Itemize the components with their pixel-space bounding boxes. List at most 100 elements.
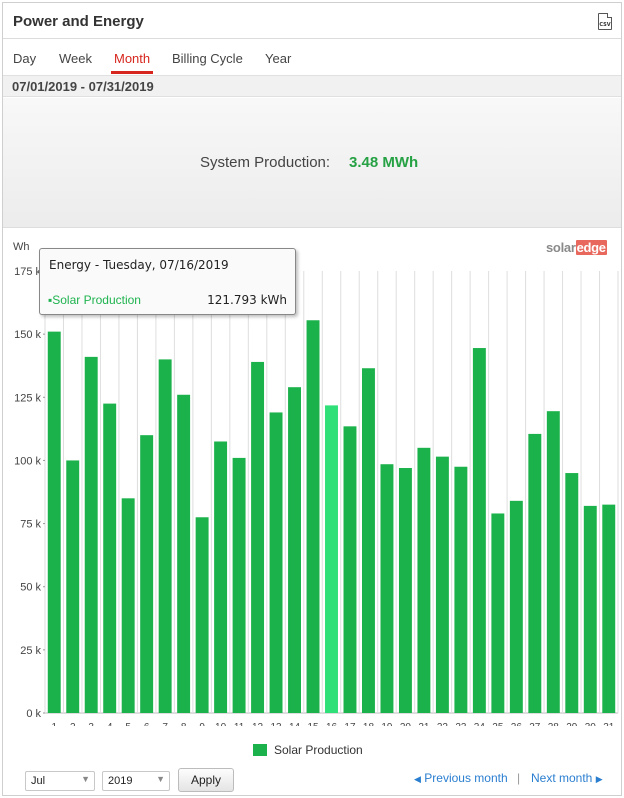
nav-separator: |: [517, 771, 521, 785]
bar-day-9[interactable]: [195, 517, 209, 713]
chevron-right-icon: ▶: [595, 774, 603, 784]
bar-day-29[interactable]: [565, 473, 579, 713]
y-tick-label: 125 k: [14, 392, 41, 404]
bar-day-17[interactable]: [343, 426, 357, 713]
bar-day-4[interactable]: [103, 403, 117, 713]
x-tick-label: 1: [51, 722, 57, 726]
x-tick-label: 26: [511, 722, 523, 726]
logo-part-edge: edge: [575, 240, 607, 255]
bar-day-30[interactable]: [583, 505, 597, 713]
x-tick-label: 10: [215, 722, 227, 726]
bar-day-16[interactable]: [325, 405, 338, 713]
chevron-down-icon: ▼: [156, 774, 165, 784]
x-tick-label: 7: [162, 722, 168, 726]
bar-day-23[interactable]: [454, 466, 468, 713]
x-tick-label: 17: [344, 722, 356, 726]
tab-year[interactable]: Year: [265, 51, 292, 66]
bar-day-15[interactable]: [306, 320, 320, 713]
bar-tooltip: Energy - Tuesday, 07/16/2019 ▪Solar Prod…: [39, 248, 296, 315]
tab-month[interactable]: Month: [110, 51, 154, 74]
bar-day-13[interactable]: [269, 412, 283, 713]
x-tick-label: 19: [381, 722, 393, 726]
x-tick-label: 5: [125, 722, 131, 726]
x-tick-label: 16: [326, 722, 338, 726]
tab-week[interactable]: Week: [59, 51, 92, 66]
summary-panel: System Production: 3.48 MWh: [3, 98, 621, 228]
bar-day-2[interactable]: [66, 460, 80, 713]
bar-day-6[interactable]: [140, 435, 154, 713]
x-tick-label: 20: [400, 722, 412, 726]
bar-day-31[interactable]: [602, 504, 616, 713]
y-tick-label: 25 k: [20, 645, 41, 657]
x-tick-label: 3: [88, 722, 94, 726]
period-tabs: Day Week Month Billing Cycle Year: [3, 39, 621, 75]
x-tick-label: 21: [418, 722, 430, 726]
previous-month-label: Previous month: [424, 771, 508, 785]
x-tick-label: 13: [270, 722, 282, 726]
tab-billing-cycle[interactable]: Billing Cycle: [172, 51, 243, 66]
year-select[interactable]: 2019 ▼: [102, 771, 170, 791]
bar-day-8[interactable]: [177, 394, 191, 713]
bar-day-27[interactable]: [528, 433, 542, 713]
bar-day-18[interactable]: [361, 368, 375, 713]
bar-day-14[interactable]: [288, 387, 302, 713]
chevron-down-icon: ▼: [81, 774, 90, 784]
bar-day-5[interactable]: [121, 498, 135, 713]
y-tick-label: 175 k: [14, 266, 41, 278]
y-axis-label: Wh: [13, 241, 30, 253]
x-tick-label: 11: [234, 722, 245, 726]
month-select[interactable]: Jul ▼: [25, 771, 95, 791]
legend-label: Solar Production: [274, 743, 363, 757]
widget-header: Power and Energy CSV: [3, 3, 621, 39]
bar-day-28[interactable]: [546, 411, 560, 713]
x-tick-label: 31: [603, 722, 615, 726]
bar-day-3[interactable]: [84, 356, 98, 713]
x-tick-label: 4: [107, 722, 113, 726]
tooltip-value: 121.793 kWh: [207, 293, 287, 307]
bar-day-19[interactable]: [380, 464, 394, 713]
x-tick-label: 24: [474, 722, 486, 726]
bar-day-21[interactable]: [417, 447, 431, 713]
bar-day-25[interactable]: [491, 513, 505, 713]
bar-day-10[interactable]: [214, 441, 228, 713]
summary-label: System Production:: [200, 154, 331, 171]
bar-day-12[interactable]: [251, 361, 265, 713]
x-tick-label: 25: [492, 722, 504, 726]
x-tick-label: 14: [289, 722, 301, 726]
y-tick-label: 50 k: [20, 582, 41, 594]
month-select-value: Jul: [31, 775, 46, 787]
next-month-label: Next month: [531, 771, 593, 785]
bar-day-7[interactable]: [158, 359, 172, 713]
summary-value: 3.48 MWh: [349, 154, 419, 171]
bar-day-20[interactable]: [398, 468, 412, 713]
y-tick-label: 75 k: [20, 519, 41, 531]
logo-part-solar: solar: [546, 240, 576, 255]
tab-day[interactable]: Day: [13, 51, 37, 66]
x-tick-label: 6: [144, 722, 150, 726]
x-tick-label: 15: [307, 722, 319, 726]
next-month-link[interactable]: Next month ▶: [531, 771, 603, 785]
x-tick-label: 12: [252, 722, 264, 726]
previous-month-link[interactable]: ◀ Previous month: [414, 771, 508, 785]
x-tick-label: 28: [548, 722, 560, 726]
apply-button[interactable]: Apply: [178, 768, 234, 792]
csv-export-icon[interactable]: CSV: [598, 13, 612, 30]
x-tick-label: 9: [199, 722, 205, 726]
y-tick-label: 100 k: [14, 455, 41, 467]
widget-title: Power and Energy: [13, 13, 144, 30]
tooltip-title: Energy - Tuesday, 07/16/2019: [49, 258, 229, 272]
bar-day-24[interactable]: [472, 348, 486, 713]
bar-day-1[interactable]: [47, 331, 61, 713]
x-tick-label: 29: [566, 722, 578, 726]
x-tick-label: 8: [181, 722, 187, 726]
x-tick-label: 22: [437, 722, 449, 726]
x-tick-label: 18: [363, 722, 375, 726]
x-tick-label: 30: [585, 722, 597, 726]
bar-day-22[interactable]: [435, 456, 449, 713]
bar-day-11[interactable]: [232, 457, 246, 713]
bar-day-26[interactable]: [509, 500, 523, 713]
date-range: 07/01/2019 - 07/31/2019: [12, 79, 154, 94]
y-tick-label: 150 k: [14, 329, 41, 341]
x-tick-label: 23: [455, 722, 467, 726]
